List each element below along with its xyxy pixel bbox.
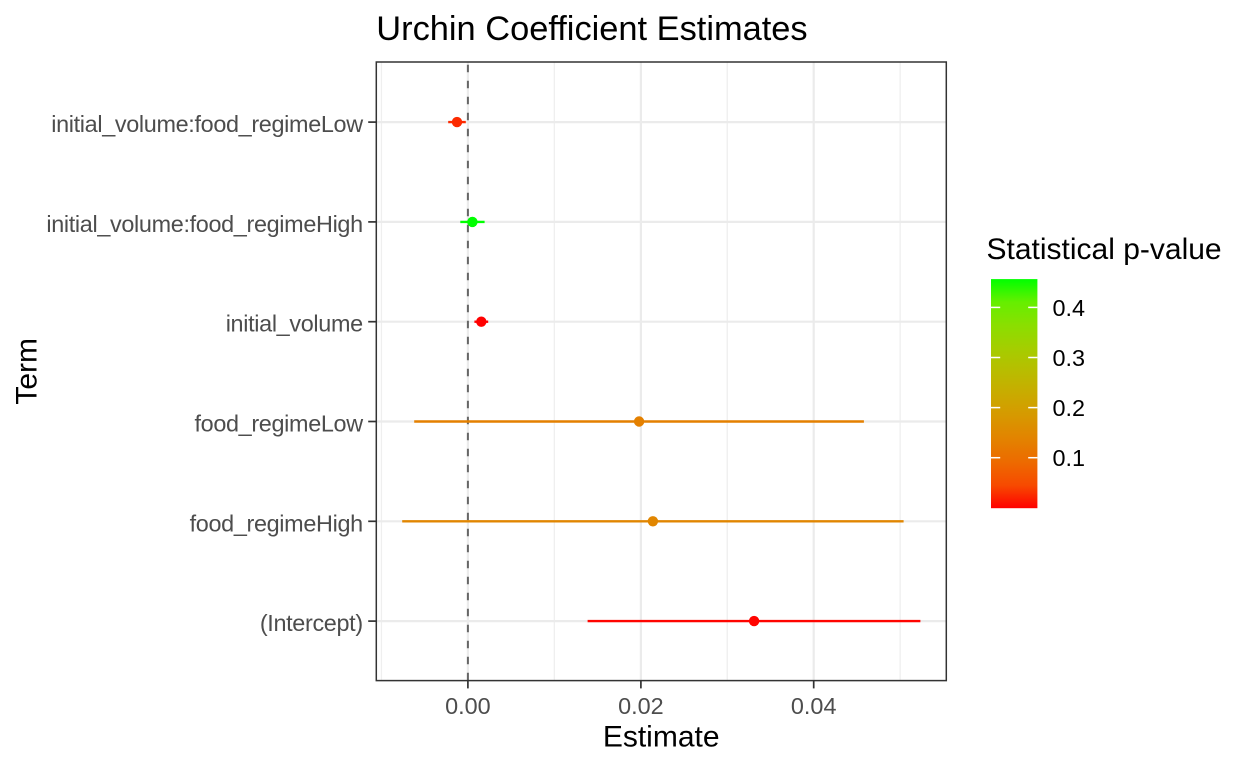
svg-text:Statistical p-value: Statistical p-value — [987, 233, 1222, 266]
svg-text:0.4: 0.4 — [1053, 295, 1086, 321]
svg-text:initial_volume:food_regimeLow: initial_volume:food_regimeLow — [51, 111, 363, 137]
svg-text:Urchin Coefficient Estimates: Urchin Coefficient Estimates — [376, 10, 807, 48]
svg-text:0.02: 0.02 — [618, 693, 664, 719]
svg-text:food_regimeLow: food_regimeLow — [194, 411, 363, 437]
svg-text:Estimate: Estimate — [603, 721, 720, 754]
svg-text:Term: Term — [11, 338, 44, 405]
svg-text:0.3: 0.3 — [1053, 345, 1086, 371]
svg-text:(Intercept): (Intercept) — [260, 610, 363, 636]
svg-text:initial_volume:food_regimeHigh: initial_volume:food_regimeHigh — [46, 211, 362, 237]
svg-text:0.1: 0.1 — [1053, 445, 1086, 471]
svg-text:0.00: 0.00 — [445, 693, 491, 719]
svg-text:0.04: 0.04 — [791, 693, 837, 719]
svg-text:0.2: 0.2 — [1053, 395, 1086, 421]
svg-text:initial_volume: initial_volume — [226, 311, 363, 337]
svg-text:food_regimeHigh: food_regimeHigh — [190, 510, 363, 536]
